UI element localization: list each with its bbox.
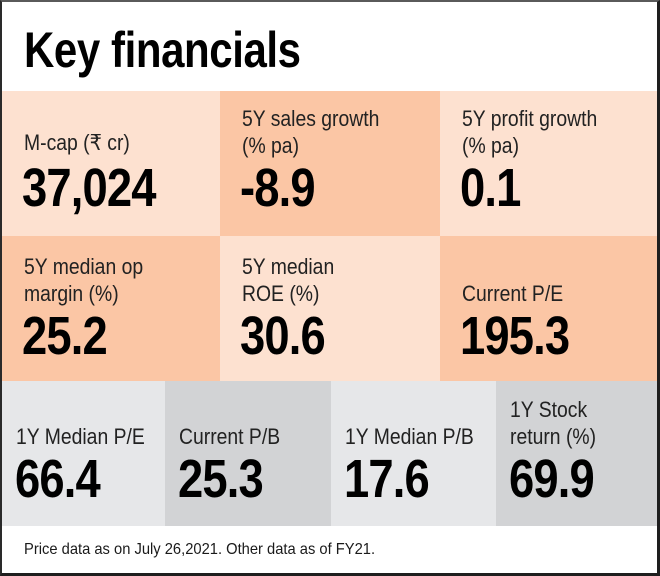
metric-1y-stock-return: 1Y Stock return (%) 69.9	[496, 381, 657, 526]
card-title: Key financials	[24, 22, 301, 78]
metric-label: (% pa)	[462, 133, 520, 158]
metric-label: margin (%)	[24, 281, 119, 306]
metric-value: 69.9	[509, 449, 595, 509]
metric-current-pe: Current P/E 195.3	[440, 236, 657, 381]
metric-label: Current P/B	[179, 424, 281, 449]
metric-value: 30.6	[240, 306, 326, 366]
metric-label: Current P/E	[462, 281, 564, 306]
metric-label: M-cap (₹ cr)	[24, 130, 130, 155]
metric-1y-median-pe: 1Y Median P/E 66.4	[2, 381, 165, 526]
metric-value: 37,024	[22, 158, 157, 218]
metric-5y-median-op-margin: 5Y median op margin (%) 25.2	[2, 236, 220, 381]
metric-label: ROE (%)	[242, 281, 320, 306]
metric-label: 5Y profit growth	[462, 106, 598, 131]
metric-label: (% pa)	[242, 133, 300, 158]
metric-value: 0.1	[460, 158, 521, 218]
metric-label: 1Y Median P/E	[16, 424, 145, 449]
metric-5y-profit-growth: 5Y profit growth (% pa) 0.1	[440, 91, 657, 236]
metric-label: 5Y median	[242, 254, 335, 279]
metric-value: 25.3	[178, 449, 264, 509]
metric-label: 1Y Stock	[510, 397, 588, 422]
metric-5y-sales-growth: 5Y sales growth (% pa) -8.9	[220, 91, 440, 236]
metric-value: 25.2	[22, 306, 108, 366]
metric-current-pb: Current P/B 25.3	[165, 381, 331, 526]
metric-label: 5Y median op	[24, 254, 144, 279]
metric-label: 5Y sales growth	[242, 106, 380, 131]
metric-1y-median-pb: 1Y Median P/B 17.6	[331, 381, 496, 526]
metric-value: 195.3	[460, 306, 570, 366]
metric-mcap: M-cap (₹ cr) 37,024	[2, 91, 220, 236]
metric-label: return (%)	[510, 424, 597, 449]
metric-value: 66.4	[15, 449, 101, 509]
metric-label: 1Y Median P/B	[345, 424, 474, 449]
footnote: Price data as on July 26,2021. Other dat…	[24, 541, 376, 558]
metric-value: -8.9	[240, 158, 316, 218]
metric-value: 17.6	[344, 449, 430, 509]
metric-5y-median-roe: 5Y median ROE (%) 30.6	[220, 236, 440, 381]
